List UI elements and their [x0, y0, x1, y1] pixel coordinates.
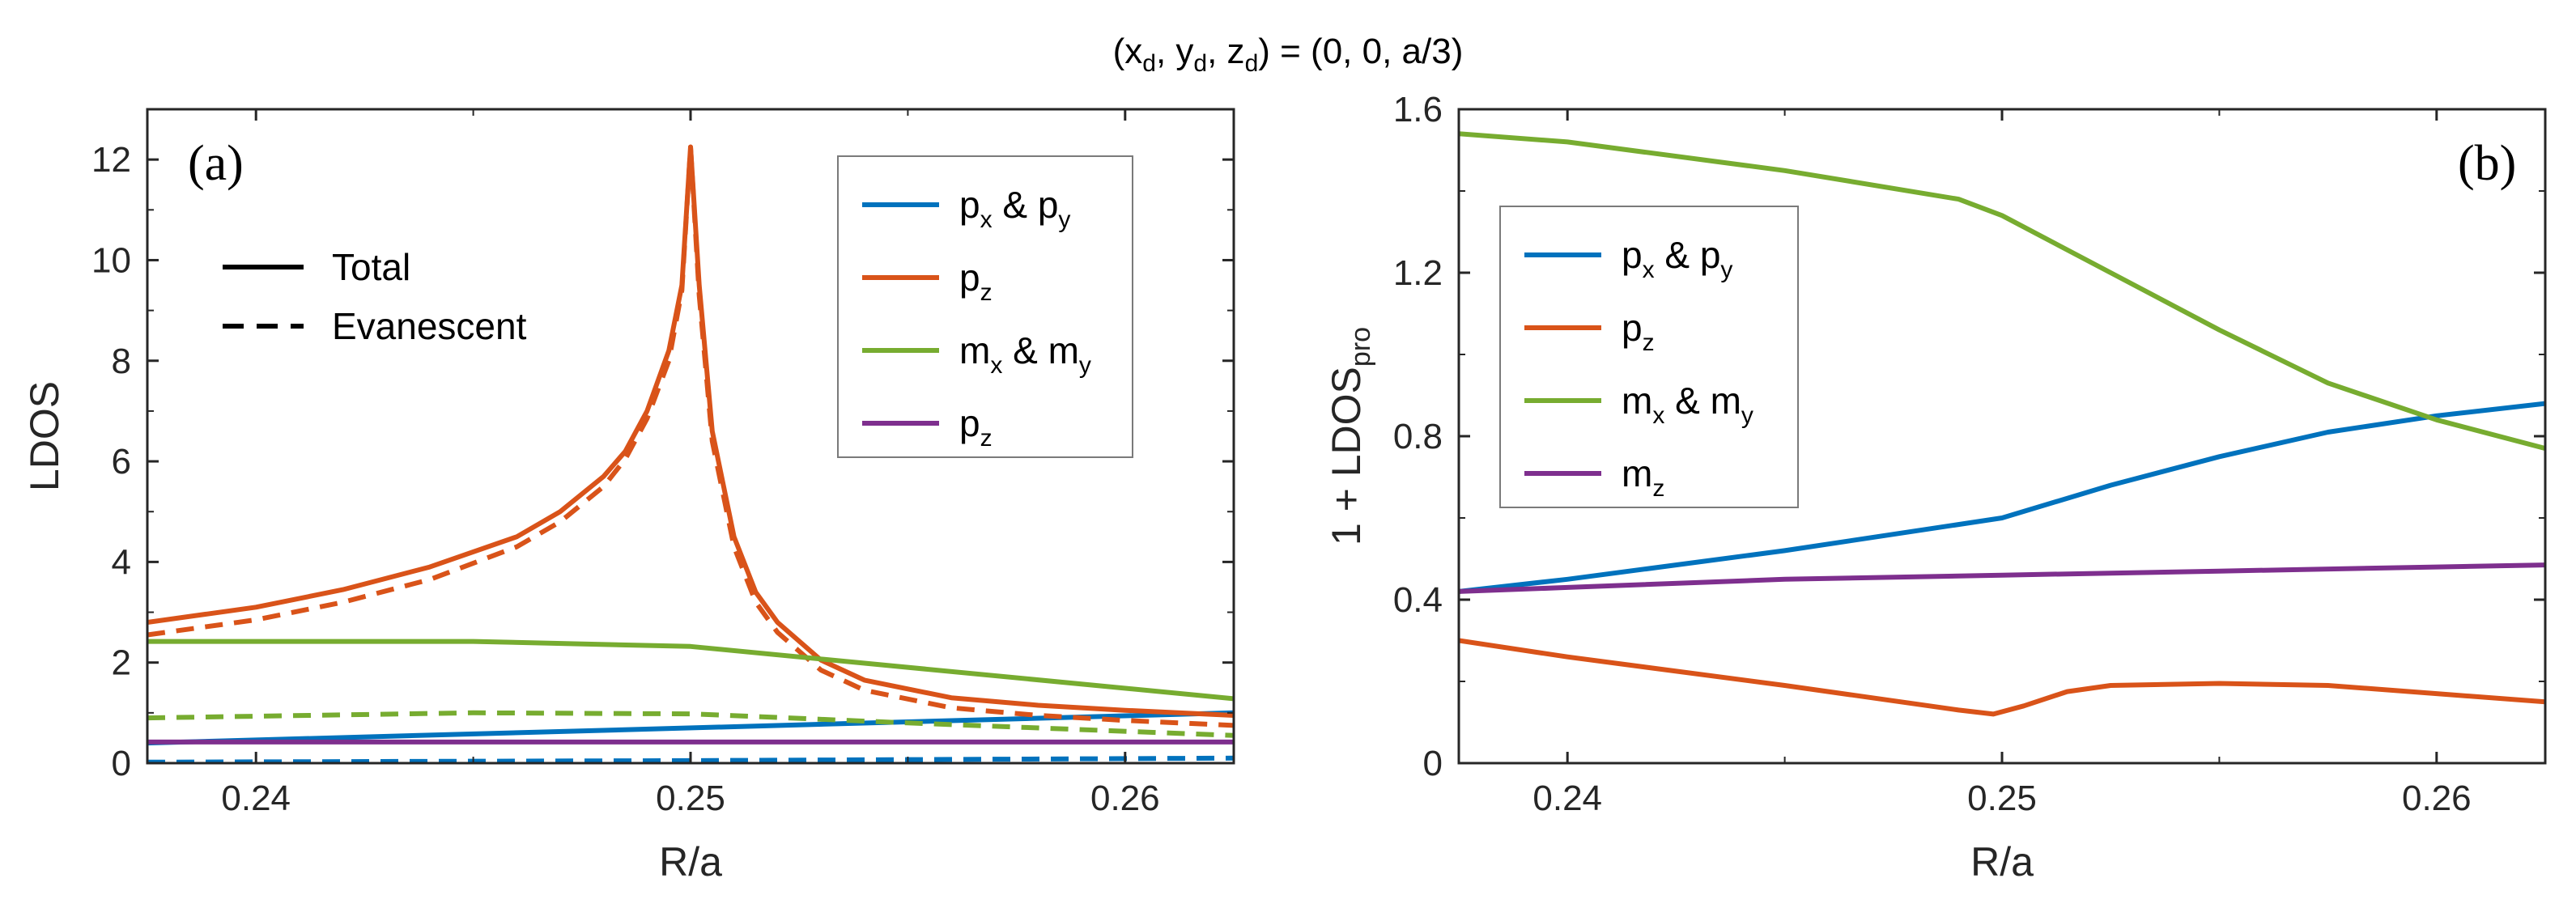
panel-b: 0.24 0.25 0.26 0 0.4 0.8 1.2 1.6 (b) R/a 1 + LD… — [1324, 90, 2547, 885]
x-tick-label: 0.26 — [1090, 779, 1160, 818]
panel-a-ticks: 0.24 0.25 0.26 0 2 4 6 8 10 12 — [91, 109, 1234, 818]
y-tick-label: 1.2 — [1393, 253, 1443, 293]
legend-label: pz — [1622, 307, 1655, 356]
y-tick-label: 8 — [112, 342, 131, 381]
legend-label: px & py — [1622, 234, 1732, 283]
y-tick-label: 10 — [91, 240, 131, 280]
x-tick-label: 0.25 — [656, 779, 725, 818]
figure-title: (xd, yd, zd) = (0, 0, a/3) — [1113, 32, 1464, 77]
y-tick-label: 0.8 — [1393, 417, 1443, 456]
series-line-mz — [1459, 562, 2545, 594]
panel-b-label: (b) — [2458, 136, 2516, 191]
legend-label: mz — [1622, 452, 1664, 502]
panel-a-legend-box — [837, 155, 1133, 458]
style-legend-evanescent-label: Evanescent — [332, 305, 527, 347]
series-line-mx-my-evanescent — [147, 710, 1234, 738]
y-tick-label: 4 — [112, 542, 131, 582]
legend-label: mx & my — [1622, 380, 1753, 429]
legend-label: px & py — [959, 184, 1070, 233]
series-line-pz — [1459, 638, 2545, 717]
x-tick-label: 0.24 — [221, 779, 291, 818]
panel-a: 0.24 0.25 0.26 0 2 4 6 8 10 12 (a) R/a LDOS Total… — [22, 108, 1235, 885]
x-tick-label: 0.24 — [1532, 779, 1602, 818]
x-tick-label: 0.26 — [2402, 779, 2472, 818]
y-tick-label: 0 — [1423, 744, 1443, 783]
panel-a-legend: px & py pz mx & my pz — [837, 155, 1133, 458]
panel-b-xlabel: R/a — [1970, 839, 2034, 885]
y-tick-label: 0.4 — [1393, 580, 1443, 620]
series-line-pz-evanescent — [147, 144, 1234, 728]
legend-label: pz — [959, 402, 993, 452]
panel-a-label: (a) — [188, 136, 244, 191]
panel-b-legend: px & py pz mx & my mz — [1499, 206, 1799, 508]
series-line-px-py-evanescent — [147, 755, 1234, 763]
panel-b-ticks: 0.24 0.25 0.26 0 0.4 0.8 1.2 1.6 — [1393, 90, 2545, 818]
y-tick-label: 1.6 — [1393, 90, 1443, 129]
series-line-px-py — [1459, 401, 2545, 594]
series-line-mx-my-total — [147, 639, 1234, 702]
y-tick-label: 12 — [91, 140, 131, 180]
panel-a-style-legend: Total Evanescent — [223, 246, 527, 347]
y-tick-label: 2 — [112, 643, 131, 683]
series-line-mx-my — [1459, 131, 2545, 452]
legend-label: pz — [959, 257, 993, 306]
panel-a-series — [147, 144, 1234, 763]
panel-a-xlabel: R/a — [659, 839, 722, 885]
panel-b-ylabel: 1 + LDOSpro — [1324, 327, 1376, 545]
panel-a-ylabel: LDOS — [22, 381, 67, 491]
x-tick-label: 0.25 — [1967, 779, 2037, 818]
style-legend-total-label: Total — [332, 246, 410, 288]
legend-label: mx & my — [959, 329, 1091, 379]
y-tick-label: 0 — [112, 744, 131, 783]
y-tick-label: 6 — [112, 442, 131, 482]
panel-b-series — [1459, 131, 2545, 717]
